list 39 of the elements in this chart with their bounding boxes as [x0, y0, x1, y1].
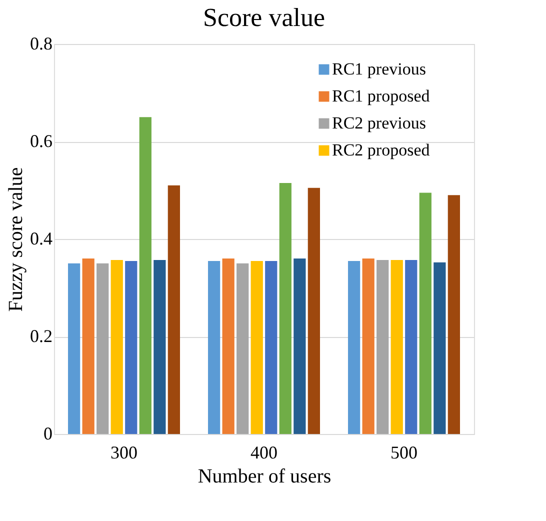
legend-label: RC2 previous: [332, 114, 426, 132]
bar: [419, 192, 432, 434]
bar: [125, 260, 138, 434]
x-tick-label: 400: [250, 442, 278, 462]
bar: [208, 260, 220, 434]
x-axis-title: Number of users: [198, 466, 332, 488]
legend-label: RC2 proposed: [332, 140, 430, 160]
y-tick-label: 0: [44, 424, 52, 444]
bar: [168, 185, 180, 434]
bar: [139, 117, 152, 434]
bar: [250, 260, 263, 434]
bar: [236, 263, 249, 434]
bar: [279, 182, 292, 434]
bar: [294, 258, 306, 434]
bar: [222, 258, 234, 434]
y-tick-label: 0.8: [30, 34, 52, 54]
bar: [362, 258, 374, 434]
bar: [348, 260, 360, 434]
y-tick-label: 0.2: [30, 326, 52, 346]
bar: [154, 260, 166, 434]
bar: [96, 263, 109, 434]
bar: [265, 260, 278, 434]
y-axis-title: Fuzzy score value: [5, 167, 27, 312]
bar: [308, 188, 320, 434]
x-tick-label: 500: [390, 442, 418, 462]
y-tick-label: 0.6: [30, 131, 52, 151]
bar: [390, 260, 403, 434]
bar: [110, 260, 123, 434]
legend-label: RC1 proposed: [332, 86, 430, 106]
bar: [448, 195, 460, 434]
x-tick-label: 300: [110, 442, 138, 462]
bar: [68, 263, 80, 434]
legend-label: RC1 previous: [332, 60, 426, 78]
y-tick-label: 0.4: [30, 228, 52, 248]
bar: [405, 260, 418, 434]
bar: [376, 260, 389, 434]
bar: [434, 262, 446, 434]
chart-title: Score value: [202, 3, 326, 32]
bar: [82, 258, 94, 434]
